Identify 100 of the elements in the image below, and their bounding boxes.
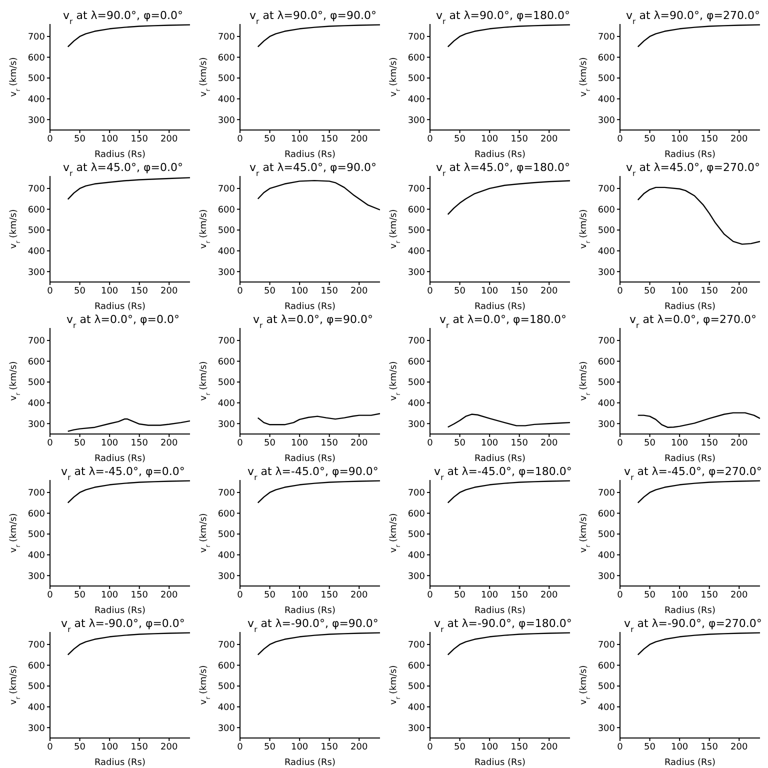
x-tick-label: 50 — [264, 590, 276, 600]
x-tick-label: 100 — [670, 134, 688, 144]
x-tick-label: 50 — [74, 590, 86, 600]
x-tick-label: 150 — [510, 742, 528, 752]
x-tick-label: 100 — [100, 286, 118, 296]
x-tick-label: 50 — [74, 286, 86, 296]
y-tick-label: 400 — [598, 247, 616, 258]
line-series — [637, 480, 760, 504]
x-tick-label: 200 — [540, 590, 558, 600]
x-tick-label: 100 — [100, 742, 118, 752]
y-tick-label: 500 — [28, 530, 46, 540]
y-tick-label: 400 — [408, 551, 426, 562]
x-tick-label: 200 — [350, 590, 368, 600]
y-tick-label: 700 — [218, 640, 236, 651]
y-tick-label: 600 — [218, 509, 236, 520]
y-tick-label: 300 — [28, 268, 46, 278]
x-axis-title: Radius (Rs) — [284, 758, 336, 768]
x-axis-title: Radius (Rs) — [94, 150, 146, 160]
y-tick-label: 400 — [218, 95, 236, 106]
y-tick-label: 600 — [408, 661, 426, 672]
x-axis-title: Radius (Rs) — [664, 606, 716, 616]
x-tick-label: 100 — [100, 590, 118, 600]
line-series — [257, 480, 380, 504]
y-tick-label: 400 — [28, 551, 46, 562]
y-tick-label: 600 — [598, 357, 616, 368]
x-axis-title: Radius (Rs) — [284, 302, 336, 312]
y-tick-label: 500 — [28, 682, 46, 692]
y-tick-label: 600 — [28, 357, 46, 368]
x-tick-label: 50 — [264, 134, 276, 144]
y-tick-label: 600 — [218, 53, 236, 64]
x-axis-title: Radius (Rs) — [664, 150, 716, 160]
y-tick-label: 400 — [28, 399, 46, 410]
y-tick-label: 400 — [28, 247, 46, 258]
y-tick-label: 500 — [28, 74, 46, 84]
y-tick-label: 600 — [408, 357, 426, 368]
x-axis-title: Radius (Rs) — [284, 606, 336, 616]
y-tick-label: 500 — [408, 74, 426, 84]
y-tick-label: 400 — [408, 399, 426, 410]
y-tick-label: 700 — [408, 32, 426, 43]
x-tick-label: 200 — [730, 590, 748, 600]
x-tick-label: 150 — [320, 134, 338, 144]
x-tick-label: 200 — [350, 286, 368, 296]
y-tick-label: 600 — [598, 53, 616, 64]
x-axis-title: Radius (Rs) — [94, 758, 146, 768]
y-tick-label: 700 — [218, 32, 236, 43]
y-tick-label: 500 — [28, 226, 46, 236]
y-tick-label: 500 — [408, 226, 426, 236]
x-tick-label: 0 — [617, 134, 624, 144]
y-tick-label: 600 — [28, 509, 46, 520]
y-tick-label: 400 — [218, 399, 236, 410]
x-tick-label: 50 — [644, 286, 656, 296]
y-tick-label: 600 — [28, 661, 46, 672]
x-tick-label: 100 — [480, 438, 498, 448]
y-tick-label: 500 — [598, 530, 616, 540]
y-tick-label: 600 — [408, 53, 426, 64]
chart-title: v$_{r}$ at λ=-90.0°, φ=0.0° — [61, 617, 185, 634]
y-tick-label: 700 — [28, 184, 46, 195]
chart-title: v$_{r}$ at λ=-45.0°, φ=270.0° — [624, 465, 762, 482]
y-tick-label: 600 — [218, 205, 236, 216]
y-tick-label: 600 — [218, 357, 236, 368]
y-tick-label: 400 — [408, 703, 426, 714]
y-tick-label: 300 — [598, 116, 616, 126]
y-tick-label: 400 — [408, 95, 426, 106]
x-tick-label: 0 — [237, 134, 244, 144]
x-tick-label: 200 — [160, 742, 178, 752]
x-tick-label: 150 — [700, 742, 718, 752]
x-tick-label: 50 — [74, 438, 86, 448]
x-tick-label: 200 — [540, 438, 558, 448]
y-tick-label: 700 — [218, 184, 236, 195]
y-tick-label: 600 — [28, 205, 46, 216]
y-tick-label: 300 — [408, 572, 426, 582]
line-series — [257, 180, 380, 210]
y-tick-label: 700 — [598, 488, 616, 499]
chart-title: v$_{r}$ at λ=0.0°, φ=0.0° — [66, 313, 180, 330]
x-tick-label: 50 — [644, 742, 656, 752]
line-series — [447, 180, 570, 216]
x-tick-label: 50 — [454, 286, 466, 296]
x-tick-label: 100 — [290, 134, 308, 144]
y-tick-label: 300 — [408, 420, 426, 430]
x-tick-label: 150 — [130, 742, 148, 752]
x-tick-label: 50 — [644, 134, 656, 144]
y-tick-label: 300 — [408, 116, 426, 126]
x-tick-label: 150 — [130, 438, 148, 448]
y-tick-label: 700 — [28, 32, 46, 43]
line-series — [447, 414, 570, 428]
y-tick-label: 300 — [218, 420, 236, 430]
x-tick-label: 50 — [454, 742, 466, 752]
x-tick-label: 0 — [47, 438, 54, 448]
chart-title: v$_{r}$ at λ=45.0°, φ=270.0° — [626, 161, 760, 178]
line-series — [447, 24, 570, 48]
x-tick-label: 0 — [47, 286, 54, 296]
y-tick-label: 700 — [218, 336, 236, 347]
line-series — [67, 480, 190, 504]
y-tick-label: 700 — [598, 336, 616, 347]
x-tick-label: 200 — [160, 134, 178, 144]
y-tick-label: 300 — [598, 420, 616, 430]
x-tick-label: 150 — [700, 438, 718, 448]
x-tick-label: 200 — [160, 438, 178, 448]
y-tick-label: 500 — [598, 378, 616, 388]
x-tick-label: 200 — [730, 134, 748, 144]
